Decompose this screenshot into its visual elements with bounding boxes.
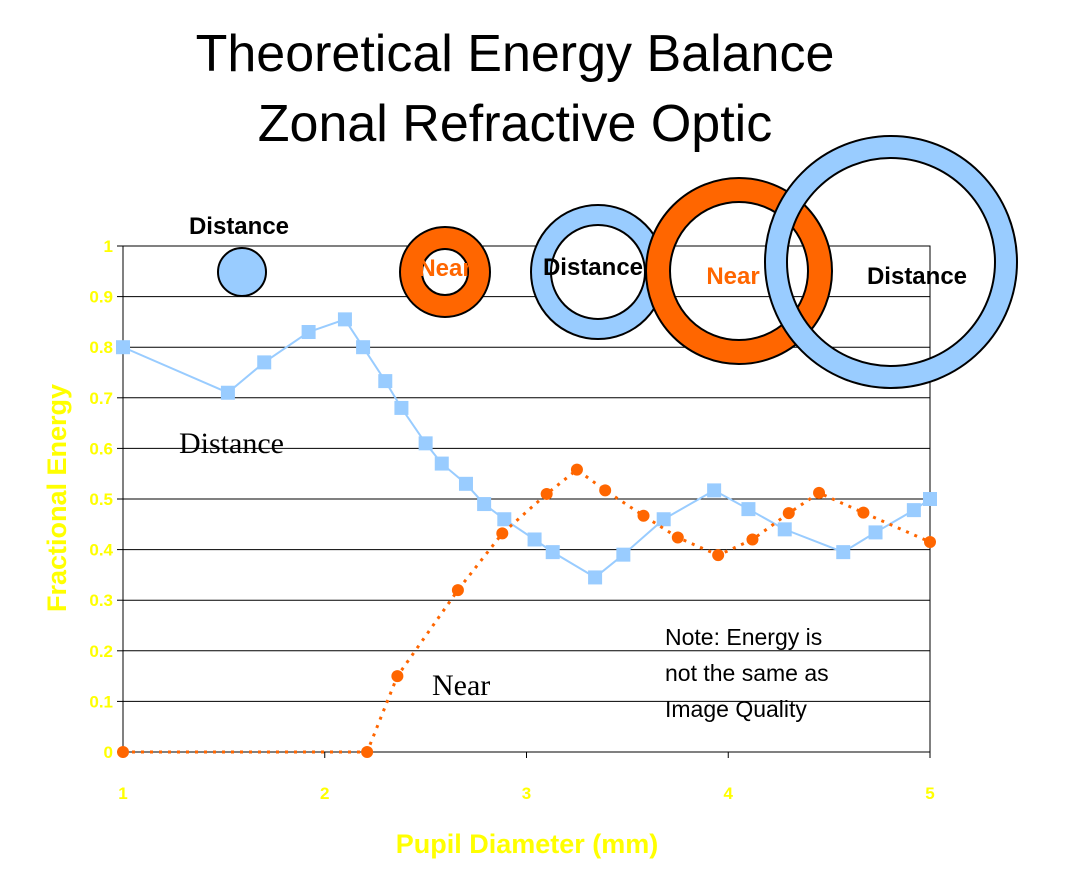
data-point-distance [741, 502, 756, 517]
data-point-distance [836, 545, 851, 560]
data-point-distance [923, 492, 937, 506]
y-tick-label: 0.4 [89, 541, 113, 560]
data-point-near [451, 584, 464, 597]
data-point-near [496, 527, 509, 540]
y-tick-label: 0.6 [89, 439, 113, 458]
data-point-distance [220, 385, 235, 400]
x-tick-label: 2 [320, 784, 329, 803]
series-line-near [123, 467, 931, 754]
data-point-distance [527, 532, 542, 547]
x-axis-ticks: 1 2 3 4 5 [118, 752, 935, 803]
data-point-near [813, 486, 826, 499]
data-point-distance [868, 525, 883, 540]
zone-label-distance-1: Distance [189, 213, 289, 240]
data-point-near [637, 509, 650, 522]
data-point-near [599, 484, 612, 497]
data-point-near [857, 506, 870, 519]
data-point-distance [116, 340, 130, 355]
data-point-near [924, 536, 936, 549]
zone-label-distance-3: Distance [867, 263, 967, 290]
x-tick-label: 3 [522, 784, 531, 803]
data-point-distance [707, 483, 722, 498]
x-tick-label: 5 [925, 784, 934, 803]
y-tick-label: 0.2 [89, 642, 113, 661]
note-line-3: Image Quality [665, 696, 807, 722]
gridlines [123, 296, 930, 702]
data-point-distance [616, 547, 631, 562]
chart-title-line-1: Theoretical Energy Balance [195, 25, 835, 83]
zone-label-near-1: Near [418, 255, 471, 282]
data-point-distance [477, 497, 492, 512]
y-tick-label: 0.8 [89, 338, 113, 357]
data-point-distance [588, 570, 603, 585]
y-tick-label: 0.3 [89, 591, 113, 610]
data-point-near [361, 746, 374, 758]
data-point-near [391, 670, 404, 683]
note-line-2: not the same as [665, 660, 829, 686]
zone-diagrams: Distance Near Distance Near Distance [189, 135, 1018, 389]
y-tick-label: 1 [104, 237, 113, 256]
zone-ring-near-1 [400, 227, 490, 317]
data-point-distance [906, 503, 921, 518]
data-point-near [540, 487, 553, 500]
data-point-distance [257, 355, 272, 370]
y-axis-label: Fractional Energy [42, 384, 72, 612]
y-tick-label: 0.9 [89, 288, 113, 307]
annotation-distance: Distance [179, 427, 284, 460]
data-point-distance [301, 325, 316, 340]
x-axis-label: Pupil Diameter (mm) [396, 829, 659, 859]
data-point-near [746, 533, 759, 546]
x-tick-label: 4 [724, 784, 734, 803]
y-tick-label: 0 [104, 743, 113, 762]
data-point-distance [378, 374, 393, 389]
zone-disc-distance [217, 247, 267, 297]
data-point-near [570, 463, 583, 476]
x-tick-label: 1 [118, 784, 127, 803]
data-point-distance [458, 476, 473, 491]
data-point-distance [656, 512, 671, 527]
data-point-distance [497, 512, 512, 527]
annotation-near: Near [432, 669, 490, 702]
zone-ring-near-2 [646, 178, 832, 364]
data-point-distance [545, 545, 560, 560]
y-tick-label: 0.7 [89, 389, 113, 408]
data-point-near [671, 531, 684, 544]
y-axis-ticks: 0 0.1 0.2 0.3 0.4 0.5 0.6 0.7 0.8 0.9 1 [89, 237, 123, 762]
data-point-distance [418, 436, 433, 451]
data-point-distance [777, 522, 792, 537]
y-tick-label: 0.5 [89, 490, 113, 509]
zone-label-near-2: Near [706, 263, 759, 290]
zone-label-distance-2: Distance [543, 254, 643, 281]
data-point-distance [337, 312, 352, 327]
data-point-distance [356, 340, 371, 355]
data-point-distance [394, 400, 409, 415]
chart-title-line-2: Zonal Refractive Optic [257, 95, 773, 153]
data-point-distance [434, 456, 449, 471]
note-line-1: Note: Energy is [665, 624, 822, 650]
data-point-near [117, 746, 129, 758]
y-tick-label: 0.1 [89, 692, 113, 711]
zone-ring-distance-3 [765, 136, 1017, 388]
data-point-near [782, 507, 795, 520]
data-series [116, 312, 937, 758]
data-point-near [712, 549, 725, 562]
